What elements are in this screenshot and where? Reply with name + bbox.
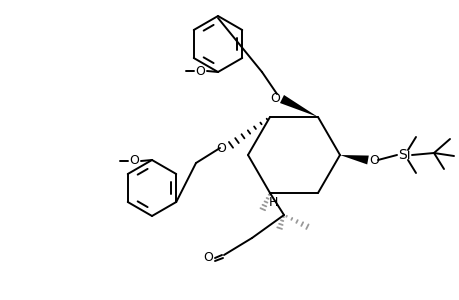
Text: O: O	[368, 154, 378, 166]
Text: Si: Si	[397, 148, 409, 162]
Text: O: O	[195, 64, 205, 77]
Polygon shape	[280, 95, 317, 117]
Text: O: O	[216, 142, 225, 154]
Polygon shape	[339, 155, 368, 164]
Text: O: O	[269, 92, 280, 104]
Text: H: H	[268, 196, 277, 209]
Text: O: O	[202, 251, 213, 265]
Text: O: O	[129, 154, 139, 167]
